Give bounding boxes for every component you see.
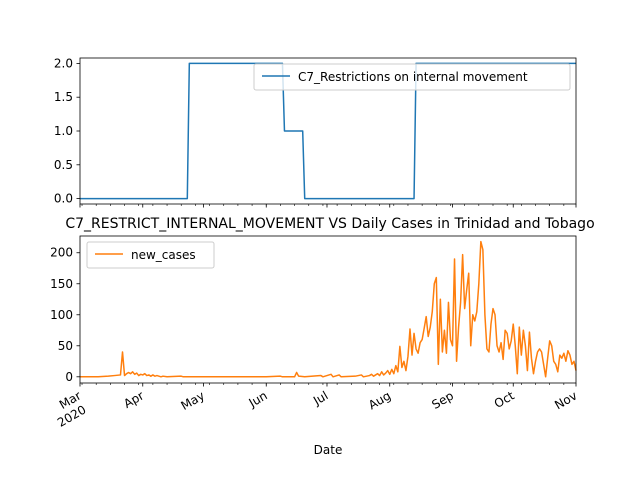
restrictions-y-tick-label-3: 1.5	[54, 90, 73, 104]
restrictions-y-tick-label-2: 1.0	[54, 124, 73, 138]
restrictions-y-tick-label-4: 2.0	[54, 56, 73, 70]
restrictions-axes-frame	[79, 57, 577, 205]
cases-legend-box	[86, 241, 215, 269]
cases-legend-label: new_cases	[131, 248, 196, 262]
restrictions-legend: C7_Restrictions on internal movement	[253, 63, 571, 91]
cases-axes-frame	[79, 235, 577, 384]
restrictions-y-ticks: 0.0 0.5 1.0 1.5 2.0	[54, 56, 80, 206]
restrictions-legend-label: C7_Restrictions on internal movement	[298, 70, 528, 84]
cases-y-tick-label-3: 150	[50, 277, 73, 291]
chart-title: C7_RESTRICT_INTERNAL_MOVEMENT VS Daily C…	[65, 216, 594, 232]
restrictions-y-tick-label-0: 0.0	[54, 192, 73, 206]
restrictions-subplot: 0.0 0.5 1.0 1.5 2.0 C7_Restrictions on inter…	[54, 56, 577, 208]
cases-y-ticks: 0 50 100 150 200	[50, 246, 80, 384]
cases-y-tick-label-0: 0	[65, 370, 73, 384]
cases-y-tick-label-2: 100	[50, 308, 73, 322]
restrictions-lines	[80, 62, 576, 200]
cases-lines	[80, 240, 577, 378]
cases-y-tick-label-4: 200	[50, 246, 73, 260]
restrictions-legend-box	[253, 63, 571, 91]
cases-series-line-0	[80, 240, 577, 378]
restrictions-y-tick-label-1: 0.5	[54, 158, 73, 172]
cases-y-tick-label-1: 50	[58, 339, 73, 353]
x-axis-label: Date	[314, 443, 343, 457]
x-tick-label-4: Jul	[310, 388, 330, 408]
cases-legend: new_cases	[86, 241, 215, 269]
restrictions-series-line-0	[80, 62, 576, 200]
